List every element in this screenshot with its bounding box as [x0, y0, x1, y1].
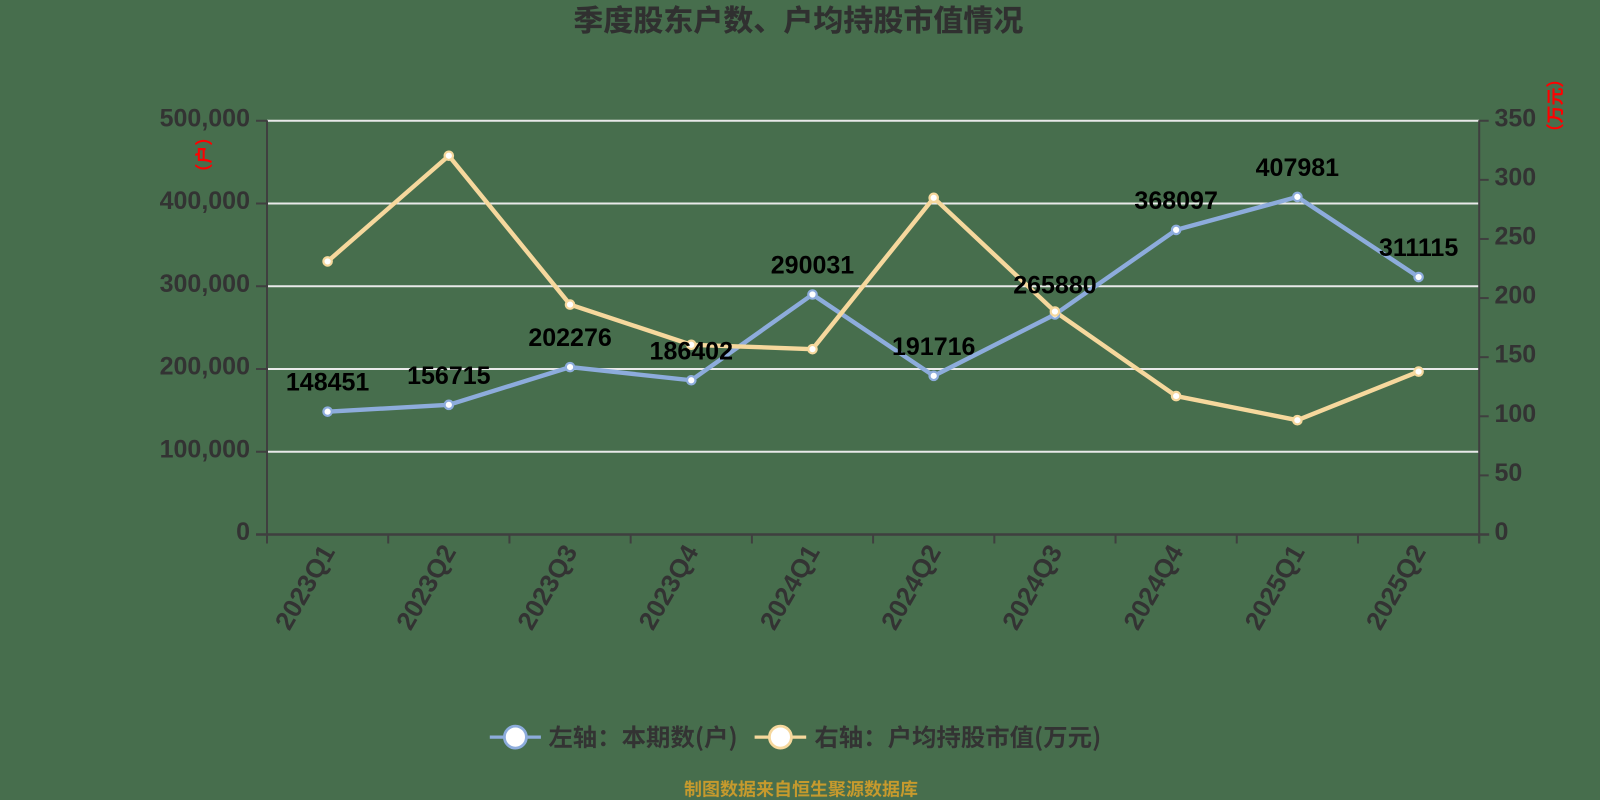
- svg-text:186402: 186402: [650, 337, 733, 365]
- svg-text:150: 150: [1495, 341, 1537, 369]
- svg-text:2023Q2: 2023Q2: [390, 540, 462, 635]
- svg-text:2025Q2: 2025Q2: [1360, 540, 1432, 635]
- svg-text:2023Q1: 2023Q1: [269, 540, 341, 635]
- svg-text:0: 0: [1495, 518, 1509, 546]
- svg-text:100: 100: [1495, 400, 1537, 428]
- svg-text:311115: 311115: [1379, 234, 1458, 262]
- svg-text:2024Q3: 2024Q3: [996, 540, 1068, 635]
- svg-text:368097: 368097: [1134, 187, 1217, 215]
- svg-text:2023Q4: 2023Q4: [632, 539, 705, 635]
- svg-text:148451: 148451: [286, 369, 370, 397]
- svg-text:290031: 290031: [771, 252, 855, 280]
- svg-text:202276: 202276: [528, 324, 611, 352]
- svg-text:200,000: 200,000: [160, 353, 250, 381]
- svg-text:500,000: 500,000: [160, 104, 250, 132]
- svg-text:2024Q2: 2024Q2: [875, 540, 947, 635]
- svg-text:0: 0: [236, 518, 250, 546]
- svg-text:250: 250: [1495, 222, 1537, 250]
- svg-text:300,000: 300,000: [160, 270, 250, 298]
- svg-text:2024Q4: 2024Q4: [1117, 539, 1190, 635]
- svg-text:350: 350: [1495, 104, 1537, 132]
- svg-text:191716: 191716: [892, 333, 975, 361]
- svg-text:407981: 407981: [1256, 154, 1340, 182]
- svg-text:50: 50: [1495, 459, 1523, 487]
- svg-text:2024Q1: 2024Q1: [753, 540, 825, 635]
- svg-text:156715: 156715: [407, 362, 491, 390]
- svg-text:200: 200: [1495, 282, 1537, 310]
- svg-text:2023Q3: 2023Q3: [511, 540, 583, 635]
- svg-text:100,000: 100,000: [160, 435, 250, 463]
- svg-text:2025Q1: 2025Q1: [1238, 540, 1310, 635]
- svg-text:400,000: 400,000: [160, 187, 250, 215]
- svg-text:300: 300: [1495, 163, 1537, 191]
- svg-text:265880: 265880: [1013, 271, 1096, 299]
